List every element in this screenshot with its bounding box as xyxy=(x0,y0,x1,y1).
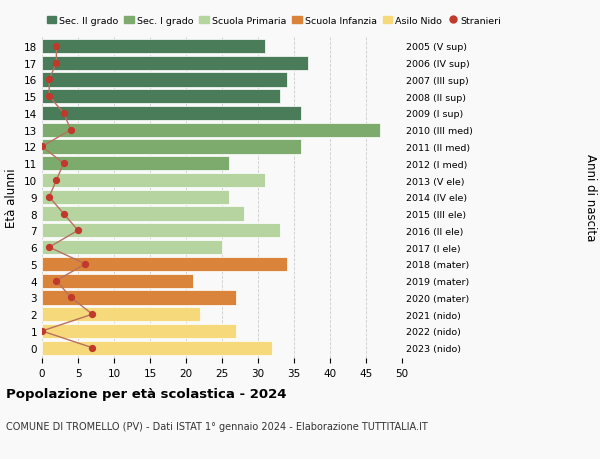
Text: Popolazione per età scolastica - 2024: Popolazione per età scolastica - 2024 xyxy=(6,387,287,400)
Point xyxy=(44,194,54,201)
Point xyxy=(44,244,54,251)
Bar xyxy=(42,39,265,54)
Point xyxy=(52,43,61,50)
Point xyxy=(66,127,76,134)
Bar xyxy=(42,190,229,204)
Text: Anni di nascita: Anni di nascita xyxy=(584,154,597,241)
Legend: Sec. II grado, Sec. I grado, Scuola Primaria, Scuola Infanzia, Asilo Nido, Stran: Sec. II grado, Sec. I grado, Scuola Prim… xyxy=(47,17,502,26)
Point xyxy=(52,60,61,67)
Point xyxy=(37,144,47,151)
Bar xyxy=(42,157,229,171)
Bar xyxy=(42,140,301,154)
Point xyxy=(44,77,54,84)
Bar xyxy=(42,207,244,221)
Bar xyxy=(42,291,236,305)
Bar xyxy=(42,106,301,121)
Point xyxy=(66,294,76,302)
Bar xyxy=(42,90,280,104)
Bar xyxy=(42,174,265,188)
Point xyxy=(37,328,47,335)
Point xyxy=(88,311,97,318)
Point xyxy=(80,261,90,268)
Point xyxy=(73,227,83,235)
Point xyxy=(44,93,54,101)
Point xyxy=(59,110,68,118)
Bar xyxy=(42,324,236,338)
Point xyxy=(52,177,61,185)
Bar xyxy=(42,224,280,238)
Point xyxy=(88,344,97,352)
Text: COMUNE DI TROMELLO (PV) - Dati ISTAT 1° gennaio 2024 - Elaborazione TUTTITALIA.I: COMUNE DI TROMELLO (PV) - Dati ISTAT 1° … xyxy=(6,421,428,431)
Point xyxy=(52,277,61,285)
Y-axis label: Età alunni: Età alunni xyxy=(5,168,19,227)
Point xyxy=(59,210,68,218)
Bar xyxy=(42,241,222,255)
Bar xyxy=(42,341,272,355)
Point xyxy=(59,160,68,168)
Bar xyxy=(42,123,380,138)
Bar xyxy=(42,257,287,271)
Bar xyxy=(42,56,308,71)
Bar xyxy=(42,274,193,288)
Bar xyxy=(42,73,287,87)
Bar xyxy=(42,308,200,322)
